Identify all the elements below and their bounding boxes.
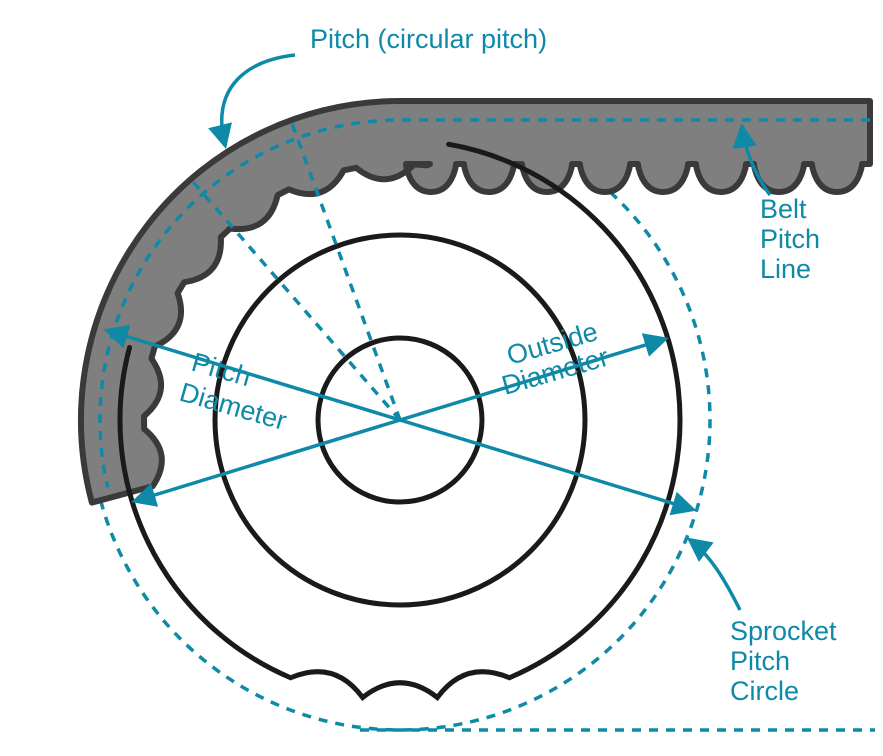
label-pitch-circular: Pitch (circular pitch)	[310, 24, 547, 54]
label-sprocket-pitch-1: Sprocket	[730, 616, 837, 646]
label-sprocket-pitch-3: Circle	[730, 676, 799, 706]
sprocket-pitch-circle-leader	[690, 540, 740, 610]
label-belt-pitch-line-1: Belt	[760, 194, 807, 224]
sprocket-diagram: Pitch (circular pitch)BeltPitchLinePitch…	[0, 0, 883, 756]
label-sprocket-pitch-2: Pitch	[730, 646, 790, 676]
label-belt-pitch-line-3: Line	[760, 254, 811, 284]
label-belt-pitch-line-2: Pitch	[760, 224, 820, 254]
